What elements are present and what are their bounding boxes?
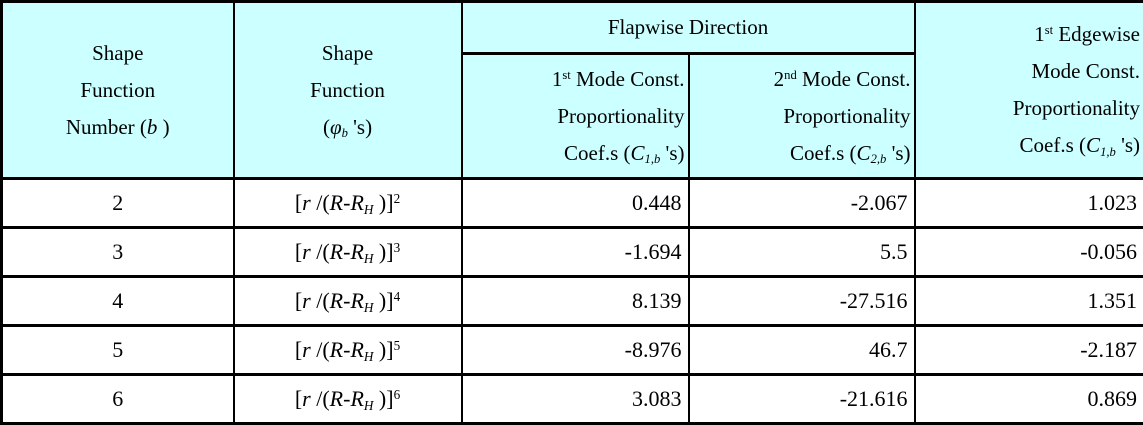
cell-shape-formula: [r /(R-RH )]3 [234, 228, 462, 277]
table-row: 2 [r /(R-RH )]2 0.448 -2.067 1.023 [2, 179, 1143, 228]
cell-flapwise-mode1-coef: 3.083 [462, 375, 689, 424]
cell-shape-number: 3 [2, 228, 234, 277]
table-row: 5 [r /(R-RH )]5 -8.976 46.7 -2.187 [2, 326, 1143, 375]
cell-edgewise-mode1-coef: -0.056 [915, 228, 1143, 277]
header-flapwise-direction: Flapwise Direction [462, 2, 915, 54]
cell-shape-formula: [r /(R-RH )]4 [234, 277, 462, 326]
cell-flapwise-mode2-coef: 5.5 [689, 228, 915, 277]
cell-flapwise-mode1-coef: -1.694 [462, 228, 689, 277]
cell-shape-number: 6 [2, 375, 234, 424]
cell-flapwise-mode1-coef: 8.139 [462, 277, 689, 326]
table-row: 4 [r /(R-RH )]4 8.139 -27.516 1.351 [2, 277, 1143, 326]
cell-flapwise-mode2-coef: -21.616 [689, 375, 915, 424]
cell-shape-number: 2 [2, 179, 234, 228]
cell-edgewise-mode1-coef: 1.023 [915, 179, 1143, 228]
cell-edgewise-mode1-coef: -2.187 [915, 326, 1143, 375]
cell-edgewise-mode1-coef: 0.869 [915, 375, 1143, 424]
cell-flapwise-mode2-coef: -27.516 [689, 277, 915, 326]
cell-shape-number: 5 [2, 326, 234, 375]
table-row: 6 [r /(R-RH )]6 3.083 -21.616 0.869 [2, 375, 1143, 424]
cell-shape-formula: [r /(R-RH )]6 [234, 375, 462, 424]
cell-flapwise-mode1-coef: 0.448 [462, 179, 689, 228]
cell-flapwise-mode2-coef: 46.7 [689, 326, 915, 375]
cell-flapwise-mode1-coef: -8.976 [462, 326, 689, 375]
cell-flapwise-mode2-coef: -2.067 [689, 179, 915, 228]
cell-shape-formula: [r /(R-RH )]2 [234, 179, 462, 228]
cell-shape-formula: [r /(R-RH )]5 [234, 326, 462, 375]
table-row: 3 [r /(R-RH )]3 -1.694 5.5 -0.056 [2, 228, 1143, 277]
cell-edgewise-mode1-coef: 1.351 [915, 277, 1143, 326]
cell-shape-number: 4 [2, 277, 234, 326]
